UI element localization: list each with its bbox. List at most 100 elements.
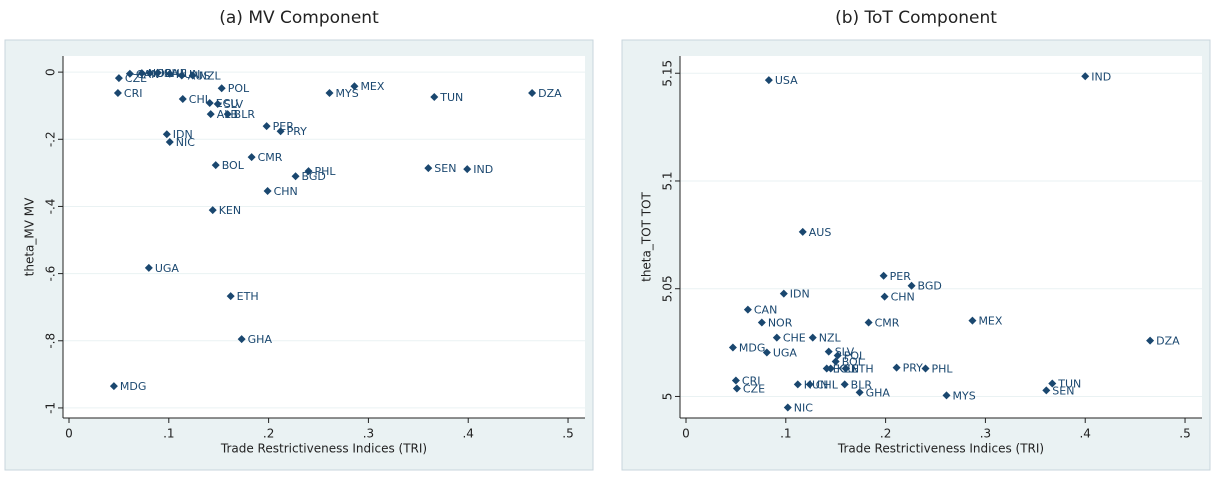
point-label: PER — [890, 270, 912, 283]
y-tick-label: 0 — [44, 68, 58, 76]
point-label: CHN — [274, 185, 298, 198]
data-point — [424, 164, 433, 173]
plot-area — [63, 56, 585, 418]
x-axis-label: Trade Restrictiveness Indices (TRI) — [837, 442, 1044, 456]
data-point — [528, 88, 537, 97]
data-point — [1048, 379, 1057, 388]
point-label: NZL — [819, 332, 842, 345]
point-label: CRI — [742, 375, 761, 388]
point-label: POL — [228, 82, 250, 95]
point-label: IDN — [790, 288, 810, 301]
data-point — [764, 76, 773, 85]
data-point — [1042, 386, 1051, 395]
data-point — [728, 343, 737, 352]
data-point — [114, 74, 123, 83]
point-label: DZA — [538, 87, 562, 100]
point-label: ECU — [216, 97, 239, 110]
y-axis-label: theta_MV MV — [23, 197, 37, 276]
data-point — [263, 186, 272, 195]
data-point — [864, 318, 873, 327]
data-point — [226, 292, 235, 301]
point-label: MYS — [335, 87, 358, 100]
point-label: NOR — [768, 317, 793, 330]
point-label: POL — [844, 350, 866, 363]
data-point — [430, 92, 439, 101]
y-tick-label: 5.1 — [661, 171, 675, 190]
y-tick-label: 5.05 — [661, 275, 675, 302]
data-point — [165, 69, 174, 78]
x-tick-label: .2 — [263, 427, 274, 441]
point-label: MEX — [978, 315, 1002, 328]
x-tick-label: .2 — [880, 427, 891, 441]
point-label: CMR — [258, 151, 283, 164]
x-tick-label: .5 — [1179, 427, 1190, 441]
point-label: BGD — [918, 280, 942, 293]
data-point — [822, 364, 831, 373]
point-label: BOL — [842, 356, 865, 369]
point-label: NZL — [199, 69, 222, 82]
data-point — [291, 172, 300, 181]
point-label: IND — [473, 163, 493, 176]
x-tick-label: 0 — [682, 427, 690, 441]
data-point — [805, 380, 814, 389]
data-point — [833, 351, 842, 360]
point-label: PRY — [287, 125, 308, 138]
data-point — [1081, 72, 1090, 81]
point-label: ETH — [237, 290, 259, 303]
point-label: CAN — [754, 304, 777, 317]
point-label: CMR — [875, 317, 900, 330]
point-label: IND — [1091, 70, 1111, 83]
y-tick-label: 5.15 — [661, 60, 675, 87]
point-label: SLV — [224, 98, 244, 111]
data-point — [153, 68, 162, 77]
data-point — [304, 167, 313, 176]
data-point — [177, 71, 186, 80]
data-point — [463, 165, 472, 174]
x-tick-label: .4 — [1079, 427, 1090, 441]
x-tick-label: .3 — [980, 427, 991, 441]
data-point — [144, 263, 153, 272]
data-point — [205, 99, 214, 108]
data-point — [783, 403, 792, 412]
data-point — [757, 318, 766, 327]
point-label: MDG — [120, 380, 147, 393]
data-point — [779, 289, 788, 298]
x-tick-label: .3 — [363, 427, 374, 441]
y-tick-label: -.2 — [44, 131, 58, 147]
data-point — [178, 94, 187, 103]
data-point — [808, 333, 817, 342]
point-label: IDN — [173, 128, 193, 141]
point-label: CHL — [189, 93, 212, 106]
data-point — [798, 227, 807, 236]
data-point — [841, 364, 850, 373]
point-label: SEN — [434, 162, 456, 175]
point-label: CHL — [816, 378, 839, 391]
data-point — [145, 69, 154, 78]
plot-area — [680, 56, 1202, 418]
data-point — [880, 292, 889, 301]
data-point — [113, 88, 122, 97]
point-label: BLR — [234, 108, 256, 121]
data-point — [188, 71, 197, 80]
point-label: NIC — [794, 401, 813, 414]
point-label: NIC — [176, 136, 195, 149]
point-label: MYS — [952, 389, 975, 402]
data-point — [855, 388, 864, 397]
x-tick-label: 0 — [65, 427, 73, 441]
point-label: MDG — [739, 342, 766, 355]
point-label: MEX — [360, 80, 384, 93]
point-label: CZE — [743, 382, 765, 395]
data-point — [762, 348, 771, 357]
data-point — [162, 130, 171, 139]
data-point — [109, 382, 118, 391]
y-tick-label: -.6 — [44, 266, 58, 282]
point-label: PHL — [315, 165, 337, 178]
data-point — [276, 127, 285, 136]
y-axis-label: theta_TOT TOT — [640, 191, 654, 281]
data-point — [213, 100, 222, 109]
data-point — [731, 376, 740, 385]
point-label: TUN — [439, 91, 463, 104]
data-point — [350, 82, 359, 91]
point-label: GHA — [866, 386, 891, 399]
